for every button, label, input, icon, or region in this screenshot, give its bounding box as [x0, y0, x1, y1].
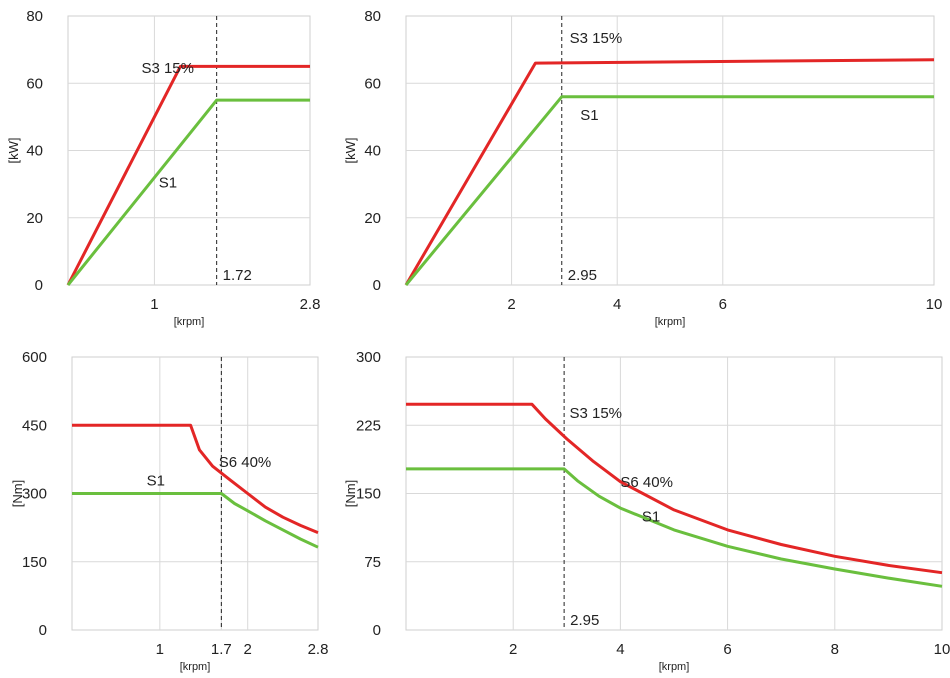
curve-label: S1 — [642, 509, 660, 526]
x-tick-label: 1.7 — [211, 641, 232, 658]
series-line-s1 — [72, 492, 319, 549]
y-axis-label: [kW] — [343, 138, 358, 164]
y-tick-label: 600 — [22, 349, 47, 366]
y-axis-label: [Nm] — [343, 480, 358, 507]
y-tick-label: 450 — [22, 417, 47, 434]
x-tick-label: 2.8 — [308, 641, 329, 658]
reference-line-label: 2.95 — [568, 267, 597, 284]
curve-label: S1 — [580, 107, 598, 124]
x-axis-label: [krpm] — [655, 316, 686, 328]
curve-label: S1 — [159, 174, 177, 191]
y-tick-label: 0 — [39, 622, 47, 639]
y-tick-label: 300 — [22, 486, 47, 503]
curve-label: S6 40% — [620, 474, 673, 491]
curve-label: S3 15% — [569, 405, 622, 422]
chart-panel-1: 0 20 40 60 80 1 2.8 [krpm] [kW] 1.72 S3 15% S1 — [6, 8, 320, 328]
curve-label: S1 — [147, 472, 165, 489]
series-line-s6-40- — [406, 402, 943, 575]
y-tick-label: 40 — [26, 143, 43, 160]
y-tick-label: 20 — [364, 210, 381, 227]
x-tick-label: 4 — [616, 641, 624, 658]
series-line-s1 — [404, 95, 934, 286]
y-tick-label: 60 — [26, 75, 43, 92]
series-line-s6-40- — [72, 423, 319, 534]
x-tick-label: 2.8 — [300, 296, 321, 313]
y-axis-label: [kW] — [6, 138, 21, 164]
series-line-s3-15- — [66, 64, 310, 286]
reference-line-label: 2.95 — [570, 612, 599, 629]
y-tick-label: 40 — [364, 143, 381, 160]
x-tick-label: 10 — [934, 641, 950, 658]
curve-label: S3 15% — [570, 30, 623, 47]
x-tick-label: 6 — [723, 641, 731, 658]
x-tick-label: 1 — [150, 296, 158, 313]
y-tick-label: 225 — [356, 417, 381, 434]
curve-label: S6 40% — [219, 454, 272, 471]
x-tick-label: 10 — [926, 296, 943, 313]
y-tick-label: 150 — [356, 486, 381, 503]
y-tick-label: 60 — [364, 75, 381, 92]
x-tick-label: 2 — [509, 641, 517, 658]
y-tick-label: 80 — [26, 8, 43, 25]
y-tick-label: 20 — [26, 210, 43, 227]
y-axis-label: [Nm] — [10, 480, 25, 507]
x-tick-label: 4 — [613, 296, 621, 313]
series-line-s1 — [406, 467, 943, 588]
y-tick-label: 300 — [356, 349, 381, 366]
y-tick-label: 0 — [35, 277, 43, 294]
curve-label: S3 15% — [141, 60, 194, 77]
y-tick-label: 150 — [22, 554, 47, 571]
chart-panel-3: 0 150 300 450 600 1 1.7 2 2.8 [krpm] [Nm] S1 S6 40% — [10, 349, 328, 673]
series-line-s1 — [66, 98, 310, 286]
x-tick-label: 6 — [719, 296, 727, 313]
chart-panel-2: 0 20 40 60 80 2 4 6 10 [krpm] [kW] 2.95 S3 15% S1 — [343, 8, 942, 328]
chart-panel-4: 0 75 150 225 300 2 4 6 8 10 [krpm] [Nm] 2.95 S3 15% S6… — [343, 349, 950, 673]
x-tick-label: 2 — [244, 641, 252, 658]
reference-line-label: 1.72 — [223, 267, 252, 284]
x-axis-label: [krpm] — [174, 316, 205, 328]
series-line-s3-15- — [404, 58, 935, 286]
y-tick-label: 0 — [373, 622, 381, 639]
x-axis-label: [krpm] — [180, 661, 211, 673]
x-tick-label: 1 — [156, 641, 164, 658]
x-tick-label: 8 — [831, 641, 839, 658]
y-tick-label: 80 — [364, 8, 381, 25]
x-axis-label: [krpm] — [659, 661, 690, 673]
y-tick-label: 75 — [364, 554, 381, 571]
y-tick-label: 0 — [373, 277, 381, 294]
x-tick-label: 2 — [507, 296, 515, 313]
